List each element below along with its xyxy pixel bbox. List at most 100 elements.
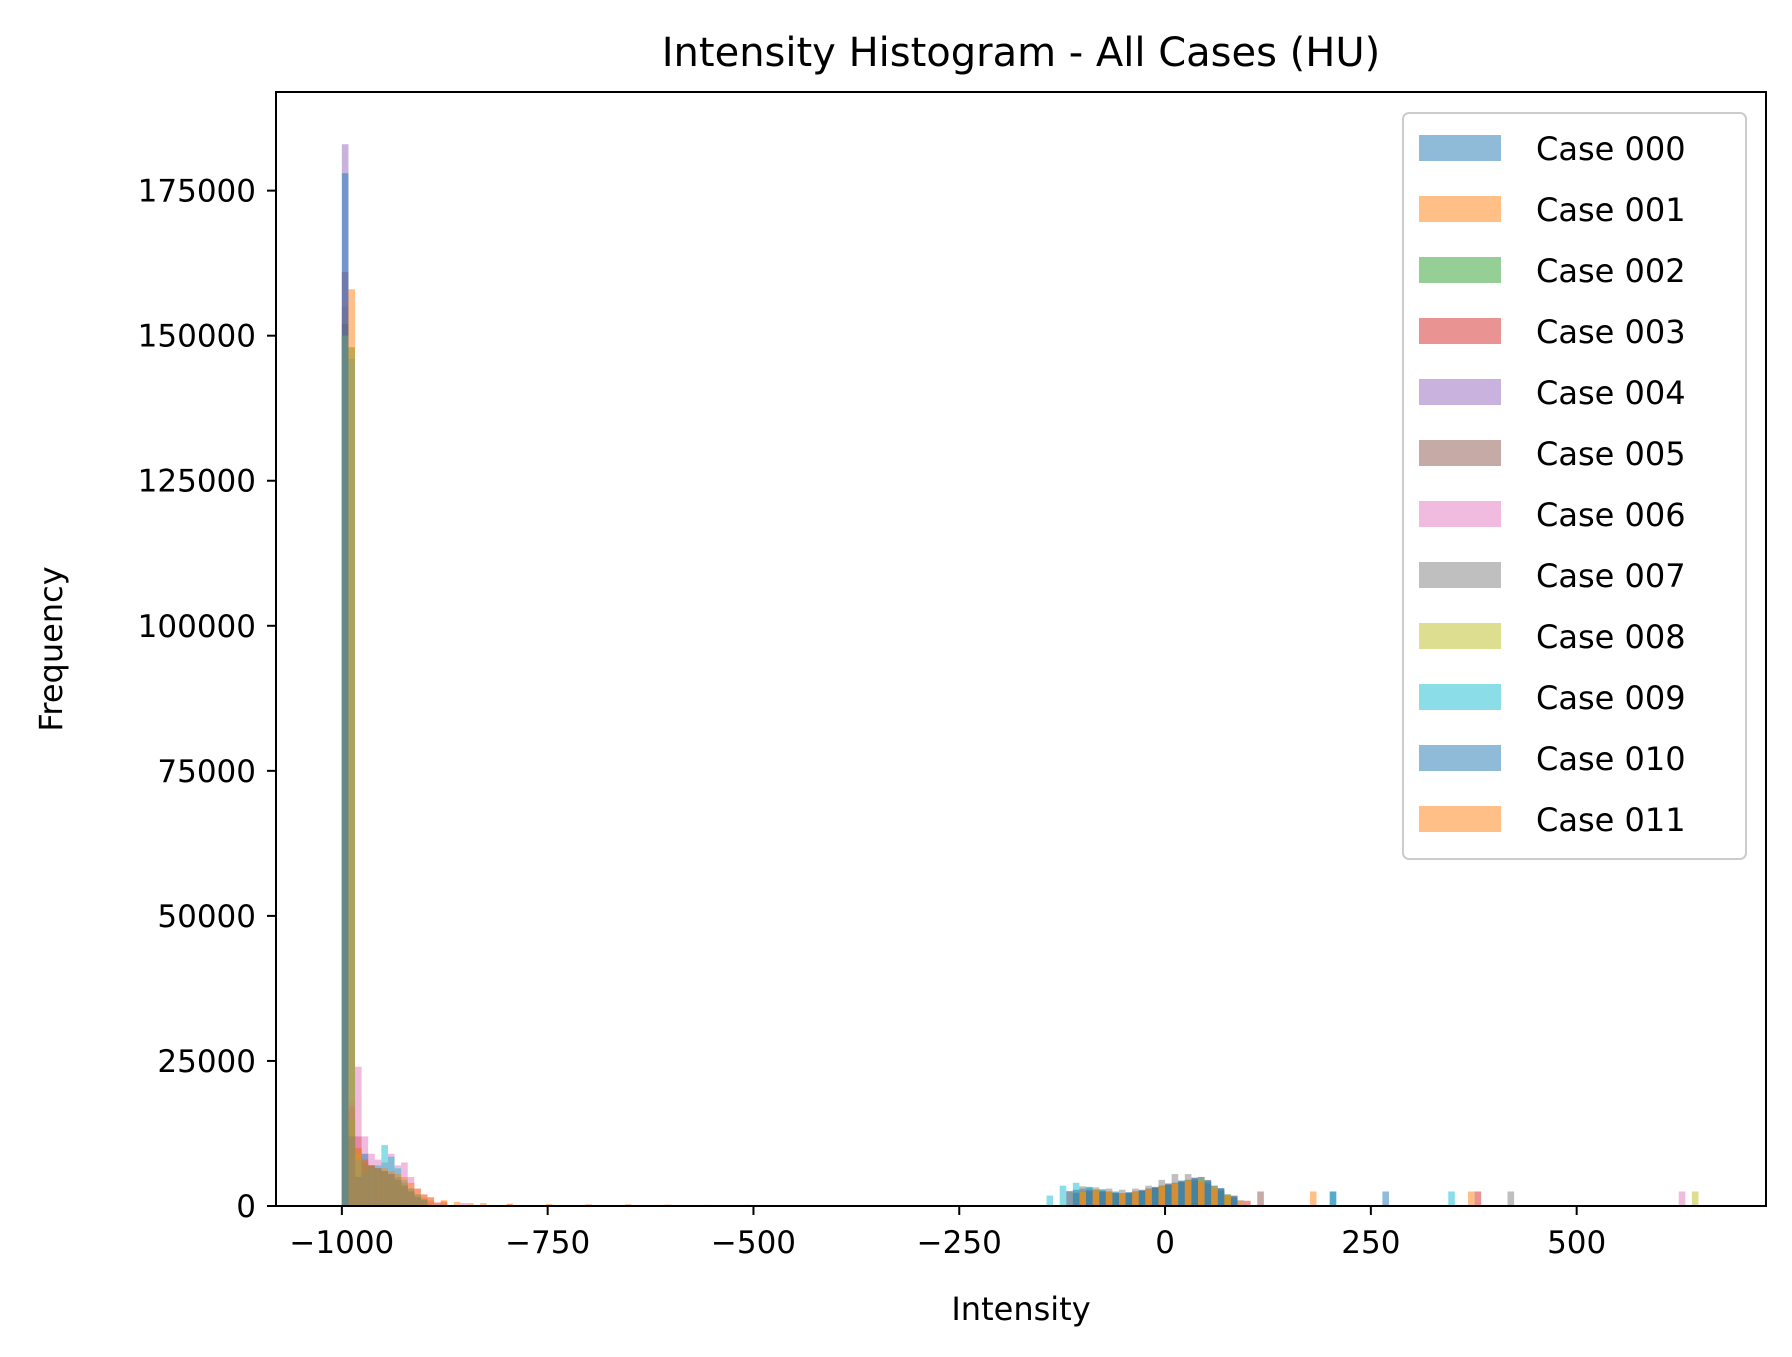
histogram-bar — [1158, 1186, 1166, 1206]
histogram-bar — [506, 1203, 514, 1206]
histogram-bar — [1237, 1200, 1245, 1206]
legend-item: Case 003 — [1419, 313, 1686, 351]
histogram-bar — [355, 1147, 362, 1206]
legend-swatch — [1419, 501, 1501, 527]
x-tick-label: −1000 — [289, 1225, 394, 1261]
legend-label: Case 008 — [1536, 618, 1686, 656]
series-case-010 — [341, 173, 1337, 1207]
histogram-bar — [420, 1194, 428, 1206]
legend-item: Case 007 — [1419, 557, 1686, 595]
legend-label: Case 006 — [1536, 496, 1686, 534]
histogram-bar — [466, 1203, 474, 1206]
histogram-bar — [348, 289, 356, 1206]
histogram-bar — [1197, 1181, 1205, 1206]
histogram-bar — [368, 1165, 375, 1206]
y-tick-label: 50000 — [157, 899, 256, 935]
legend-label: Case 009 — [1536, 679, 1686, 717]
histogram-bar — [1079, 1192, 1087, 1206]
series-case-001 — [341, 306, 1475, 1206]
histogram-bar — [1066, 1190, 1073, 1206]
histogram-bar — [1046, 1195, 1054, 1206]
legend-swatch — [1419, 806, 1501, 832]
histogram-bar — [407, 1182, 415, 1206]
histogram-bar — [1151, 1186, 1159, 1206]
y-tick-label: 100000 — [138, 609, 256, 645]
histogram-bar — [1138, 1189, 1146, 1206]
legend-item: Case 001 — [1419, 191, 1686, 229]
legend-swatch — [1419, 684, 1501, 710]
histogram-bar — [1105, 1191, 1113, 1206]
series-case-009 — [348, 358, 1455, 1206]
legend-label: Case 011 — [1536, 801, 1686, 839]
legend-swatch — [1419, 440, 1501, 466]
legend-swatch — [1419, 623, 1501, 649]
histogram-bar — [427, 1197, 435, 1206]
x-tick-label: 250 — [1341, 1225, 1400, 1261]
histogram-bar — [453, 1201, 461, 1206]
histogram-bar — [361, 1159, 369, 1206]
histogram-bar — [401, 1176, 408, 1206]
y-tick-label: 175000 — [138, 174, 256, 210]
legend-swatch — [1419, 562, 1501, 588]
histogram-bar — [387, 1171, 395, 1206]
series-case-000 — [341, 335, 1389, 1206]
y-tick-label: 125000 — [138, 464, 256, 500]
histogram-bar — [1132, 1192, 1139, 1206]
histogram-bar — [1382, 1191, 1389, 1206]
histogram-bar — [1468, 1191, 1475, 1206]
legend-item: Case 011 — [1419, 801, 1686, 839]
histogram-bar — [1217, 1188, 1225, 1206]
histogram-bar — [374, 1168, 382, 1206]
histogram-bar — [460, 1203, 467, 1206]
histogram-bar — [1145, 1189, 1152, 1206]
legend-label: Case 005 — [1536, 435, 1686, 473]
histogram-bar — [1125, 1192, 1133, 1206]
x-tick-label: 500 — [1547, 1225, 1606, 1261]
histogram-bar — [1072, 1189, 1080, 1206]
legend-label: Case 003 — [1536, 313, 1686, 351]
histogram-bar — [1224, 1194, 1231, 1206]
histogram-bar — [480, 1203, 487, 1206]
histogram-bar — [1112, 1191, 1119, 1206]
histogram-bar — [394, 1174, 402, 1206]
y-axis: 0 25000 50000 75000 100000 125000 150000 175000 — [138, 174, 276, 1225]
y-tick-label: 150000 — [138, 319, 256, 355]
series-case-011 — [348, 289, 1245, 1206]
legend-swatch — [1419, 379, 1501, 405]
legend-item: Case 000 — [1419, 130, 1686, 168]
legend-item: Case 005 — [1419, 435, 1686, 473]
legend-label: Case 004 — [1536, 374, 1686, 412]
y-tick-label: 25000 — [157, 1044, 256, 1080]
legend-swatch — [1419, 318, 1501, 344]
legend-swatch — [1419, 745, 1501, 771]
plot-area-frame — [275, 91, 1767, 1207]
x-tick-label: −750 — [505, 1225, 590, 1261]
histogram-bars — [341, 144, 1699, 1207]
histogram-bar — [1092, 1190, 1100, 1206]
histogram-bar — [355, 1066, 362, 1206]
x-tick-label: 0 — [1155, 1225, 1175, 1261]
legend-item: Case 010 — [1419, 740, 1686, 778]
histogram-bar — [1678, 1191, 1686, 1206]
x-axis: −1000 −750 −500 −250 0 250 500 — [289, 1206, 1606, 1261]
legend-label: Case 010 — [1536, 740, 1686, 778]
histogram-bar — [440, 1200, 448, 1206]
chart-title: Intensity Histogram - All Cases (HU) — [662, 30, 1381, 76]
series-case-002 — [348, 347, 1231, 1206]
legend-swatch — [1419, 135, 1501, 161]
legend-frame — [1402, 112, 1747, 860]
series-case-003 — [341, 271, 1482, 1207]
histogram-bar — [1211, 1188, 1218, 1206]
legend-item: Case 008 — [1419, 618, 1686, 656]
x-axis-label: Intensity — [951, 1290, 1090, 1328]
histogram-bar — [1329, 1191, 1337, 1206]
histogram-bar — [1257, 1191, 1264, 1206]
histogram-bar — [1191, 1177, 1198, 1206]
histogram-bar — [1230, 1196, 1238, 1206]
histogram-bar — [1086, 1187, 1093, 1206]
series-case-004 — [341, 144, 1218, 1207]
legend-label: Case 002 — [1536, 252, 1686, 290]
histogram-bar — [1244, 1200, 1251, 1206]
legend: Case 000 Case 001 Case 002 Case 003 Case 004… — [1402, 112, 1747, 860]
histogram-bar — [1099, 1189, 1106, 1206]
